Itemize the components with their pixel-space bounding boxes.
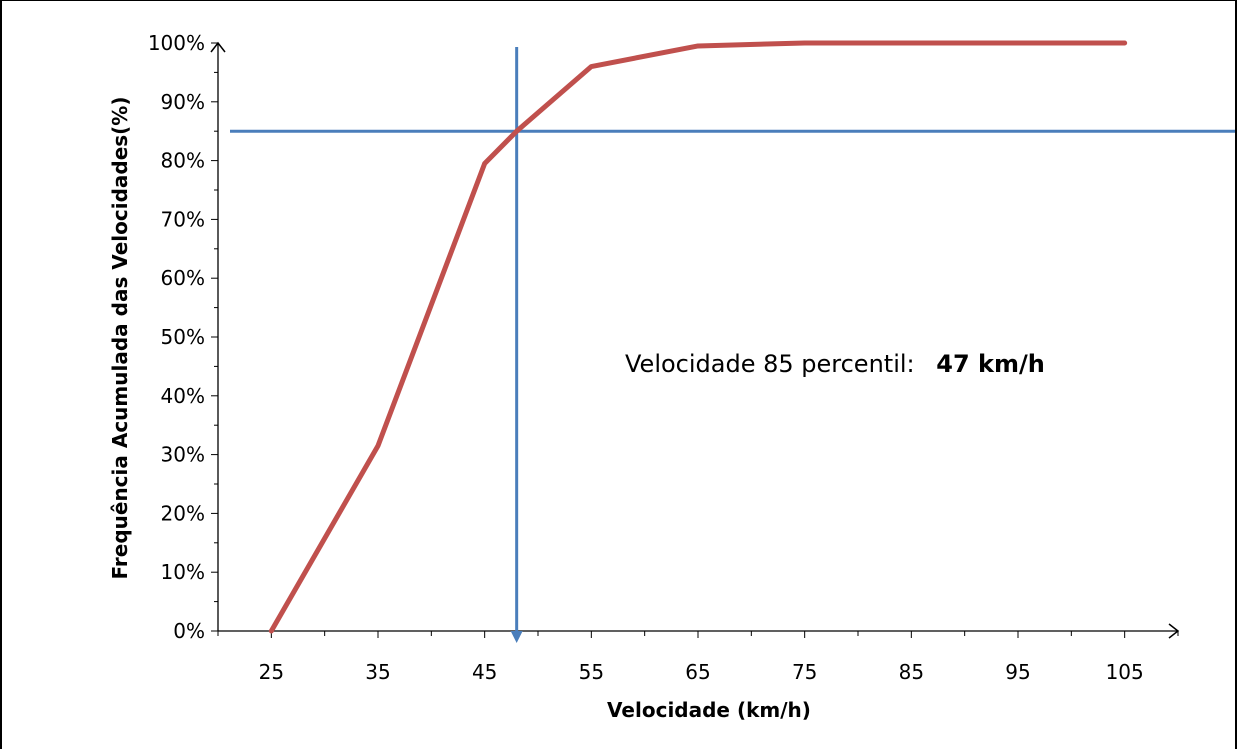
y-tick-label: 100% — [148, 31, 205, 55]
percentile-annotation: Velocidade 85 percentil: 47 km/h — [625, 350, 1045, 378]
cumulative-frequency-line — [268, 40, 1128, 634]
y-tick-label: 20% — [161, 501, 205, 525]
y-tick-label: 0% — [173, 619, 205, 643]
series-group — [268, 40, 1128, 634]
x-tick-label: 95 — [1005, 660, 1030, 684]
x-tick-label: 65 — [685, 660, 710, 684]
y-tick-label: 50% — [161, 325, 205, 349]
y-axis: 0% 10% 20% 30% 40% 50% 60% 70% 80% 90% 100% — [148, 31, 226, 643]
y-tick-label: 90% — [161, 90, 205, 114]
x-axis-title: Velocidade (km/h) — [607, 698, 811, 722]
percentile-annotation-value: 47 km/h — [936, 350, 1045, 378]
y-tick-label: 10% — [161, 560, 205, 584]
x-tick-label: 55 — [579, 660, 604, 684]
reference-lines — [230, 47, 1235, 643]
y-axis-title: Frequência Acumulada das Velocidades(%) — [108, 97, 132, 580]
vertical-line-arrowhead — [510, 631, 523, 643]
x-axis: 25 35 45 55 65 75 85 95 105 — [217, 623, 1180, 684]
percentile-annotation-label: Velocidade 85 percentil: — [625, 350, 915, 378]
x-tick-label: 105 — [1106, 660, 1144, 684]
y-tick-label: 60% — [161, 266, 205, 290]
y-tick-label: 30% — [161, 443, 205, 467]
y-tick-label: 40% — [161, 384, 205, 408]
x-tick-label: 85 — [899, 660, 924, 684]
y-tick-label: 80% — [161, 149, 205, 173]
x-tick-label: 25 — [259, 660, 284, 684]
x-tick-label: 45 — [472, 660, 497, 684]
x-tick-label: 75 — [792, 660, 817, 684]
y-tick-label: 70% — [161, 207, 205, 231]
x-tick-label: 35 — [365, 660, 390, 684]
